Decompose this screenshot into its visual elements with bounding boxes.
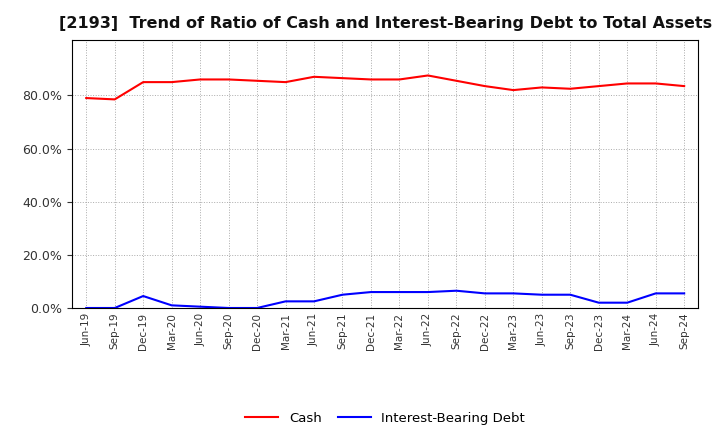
Interest-Bearing Debt [566,292,575,297]
Cash [366,77,375,82]
Interest-Bearing Debt [480,291,489,296]
Interest-Bearing Debt [338,292,347,297]
Line: Interest-Bearing Debt: Interest-Bearing Debt [86,291,684,308]
Cash [282,80,290,85]
Cash [225,77,233,82]
Cash [253,78,261,84]
Title: [2193]  Trend of Ratio of Cash and Interest-Bearing Debt to Total Assets: [2193] Trend of Ratio of Cash and Intere… [58,16,712,32]
Interest-Bearing Debt [537,292,546,297]
Cash [452,78,461,84]
Interest-Bearing Debt [225,305,233,311]
Interest-Bearing Debt [395,290,404,295]
Interest-Bearing Debt [680,291,688,296]
Interest-Bearing Debt [310,299,318,304]
Cash [537,85,546,90]
Cash [82,95,91,101]
Interest-Bearing Debt [623,300,631,305]
Interest-Bearing Debt [110,305,119,311]
Interest-Bearing Debt [196,304,204,309]
Interest-Bearing Debt [423,290,432,295]
Interest-Bearing Debt [366,290,375,295]
Cash [139,80,148,85]
Cash [110,97,119,102]
Cash [623,81,631,86]
Interest-Bearing Debt [452,288,461,293]
Line: Cash: Cash [86,76,684,99]
Cash [566,86,575,92]
Interest-Bearing Debt [282,299,290,304]
Cash [167,80,176,85]
Legend: Cash, Interest-Bearing Debt: Cash, Interest-Bearing Debt [240,407,530,430]
Interest-Bearing Debt [139,293,148,299]
Interest-Bearing Debt [595,300,603,305]
Interest-Bearing Debt [167,303,176,308]
Cash [595,84,603,89]
Interest-Bearing Debt [82,305,91,311]
Cash [680,84,688,89]
Interest-Bearing Debt [253,305,261,311]
Cash [509,88,518,93]
Cash [423,73,432,78]
Cash [310,74,318,80]
Cash [652,81,660,86]
Cash [196,77,204,82]
Cash [395,77,404,82]
Cash [480,84,489,89]
Interest-Bearing Debt [652,291,660,296]
Interest-Bearing Debt [509,291,518,296]
Cash [338,76,347,81]
